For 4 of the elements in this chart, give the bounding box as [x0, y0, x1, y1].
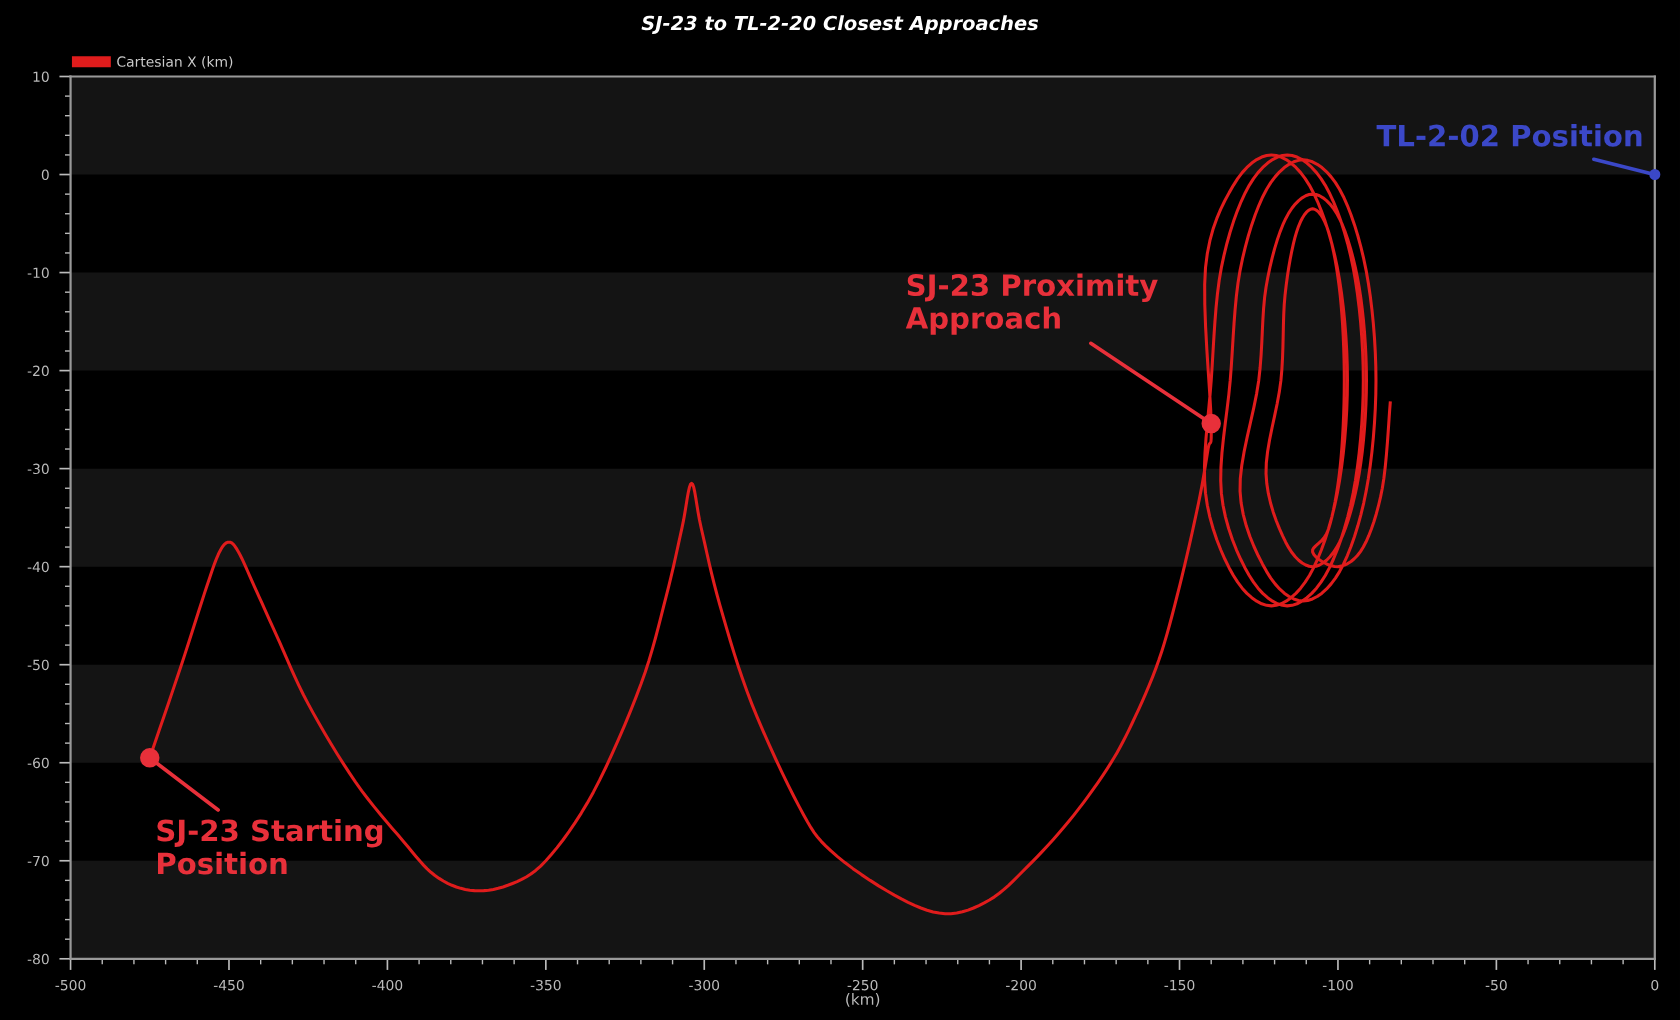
annotation: SJ-23 Proximity Approach — [905, 273, 1158, 335]
chart-title: SJ-23 to TL-2-20 Closest Approaches — [641, 15, 1039, 35]
annotation: SJ-23 Starting Position — [157, 818, 383, 875]
annotation: TL-2-02 Position — [1376, 124, 1642, 147]
